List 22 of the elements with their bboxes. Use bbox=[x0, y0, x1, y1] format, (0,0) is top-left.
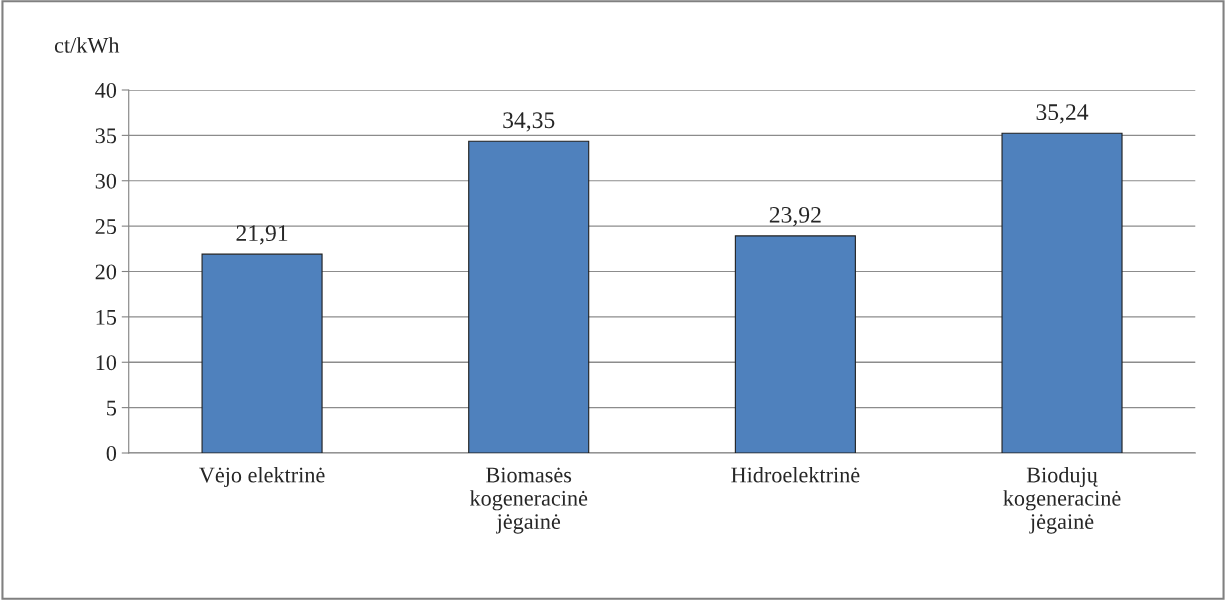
x-tick-label: Biodujų kogeneracinė jėgainė bbox=[1003, 466, 1121, 534]
bar bbox=[468, 140, 590, 453]
data-label: 34,35 bbox=[503, 112, 555, 132]
y-tick-label: 25 bbox=[95, 219, 117, 235]
x-tick-label: Biomasės kogeneracinė jėgainė bbox=[469, 467, 588, 534]
bar bbox=[1001, 132, 1123, 453]
y-tick-label: 35 bbox=[95, 128, 117, 144]
y-tick-label: 5 bbox=[107, 400, 117, 416]
y-tick-label: 30 bbox=[95, 173, 117, 189]
y-tick-label: 20 bbox=[95, 264, 117, 280]
data-label: 21,91 bbox=[236, 225, 288, 245]
data-label: 35,24 bbox=[1036, 104, 1089, 124]
y-tick-label: 0 bbox=[106, 445, 117, 461]
x-tick-label: Hidroelektrinė bbox=[731, 466, 860, 483]
y-tick-label: 15 bbox=[96, 309, 117, 325]
bar bbox=[201, 253, 323, 453]
bar bbox=[734, 235, 856, 453]
y-tick-label: 40 bbox=[95, 82, 117, 98]
y-tick-label: 10 bbox=[96, 355, 117, 371]
y-axis-title: ct/kWh bbox=[54, 37, 120, 53]
x-tick-label: Vėjo elektrinė bbox=[199, 466, 325, 488]
data-label: 23,92 bbox=[769, 206, 821, 227]
